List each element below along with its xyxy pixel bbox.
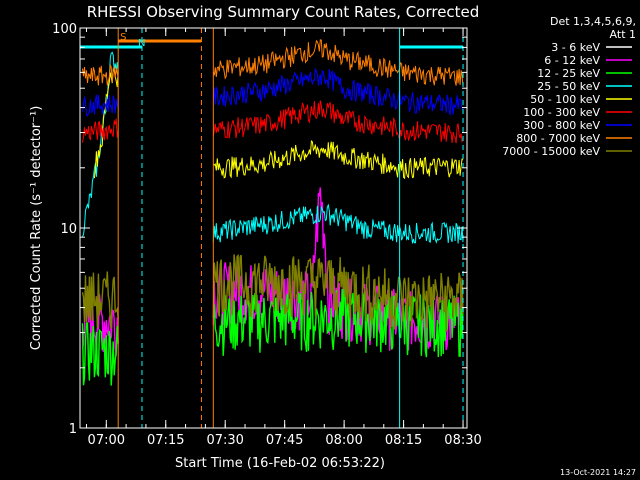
series-line: [81, 253, 464, 332]
series-line-black: [81, 239, 464, 427]
x-tick-label: 07:45: [266, 433, 303, 448]
flag-label: S: [120, 32, 126, 43]
series-7000-15000keV: [81, 253, 464, 332]
x-axis-label: Start Time (16-Feb-02 06:53:22): [175, 456, 385, 471]
series-line: [82, 68, 464, 117]
series-line: [93, 69, 464, 180]
y-axis-label: Corrected Count Rate (s⁻¹ detector⁻¹): [29, 106, 44, 351]
series-800-7000keV: [82, 39, 464, 86]
x-tick-label: 07:30: [206, 433, 243, 448]
series-300-800keV: [82, 68, 464, 117]
flag-label: N: [138, 38, 145, 49]
series-line: [82, 100, 464, 144]
chart-title: RHESSI Observing Summary Count Rates, Co…: [87, 3, 480, 21]
legend-header: Det 1,3,4,5,6,9,: [550, 15, 636, 28]
legend-entry-label: 25 - 50 keV: [537, 80, 600, 93]
legend-entry-label: 12 - 25 keV: [537, 67, 600, 80]
x-tick-label: 07:15: [147, 433, 184, 448]
series-line: [82, 51, 464, 244]
legend-entry-label: 3 - 6 keV: [551, 41, 600, 54]
y-tick-label: 10: [60, 222, 77, 237]
legend-entry-label: 300 - 800 keV: [523, 119, 600, 132]
legend-entry-label: 50 - 100 keV: [530, 93, 600, 106]
series-25-50keV: [82, 51, 464, 244]
x-tick-label: 08:30: [444, 433, 481, 448]
x-tick-label: 07:00: [88, 433, 125, 448]
y-tick-label: 1: [69, 422, 77, 437]
footer-timestamp: 13-Oct-2021 14:27: [560, 468, 636, 477]
legend-entry-label: 7000 - 15000 keV: [502, 145, 600, 158]
series-50-100keV: [93, 69, 464, 180]
legend-entry-label: 100 - 300 keV: [523, 106, 600, 119]
y-tick-label: 100: [52, 22, 77, 37]
x-tick-label: 08:00: [325, 433, 362, 448]
series-line: [82, 39, 464, 86]
series-100-300keV: [82, 100, 464, 144]
legend-header: Att 1: [610, 28, 636, 41]
legend-entry-label: 6 - 12 keV: [544, 54, 600, 67]
x-tick-label: 08:15: [385, 433, 422, 448]
legend-entry-label: 800 - 7000 keV: [516, 132, 600, 145]
series-3-6keV: [81, 239, 464, 427]
